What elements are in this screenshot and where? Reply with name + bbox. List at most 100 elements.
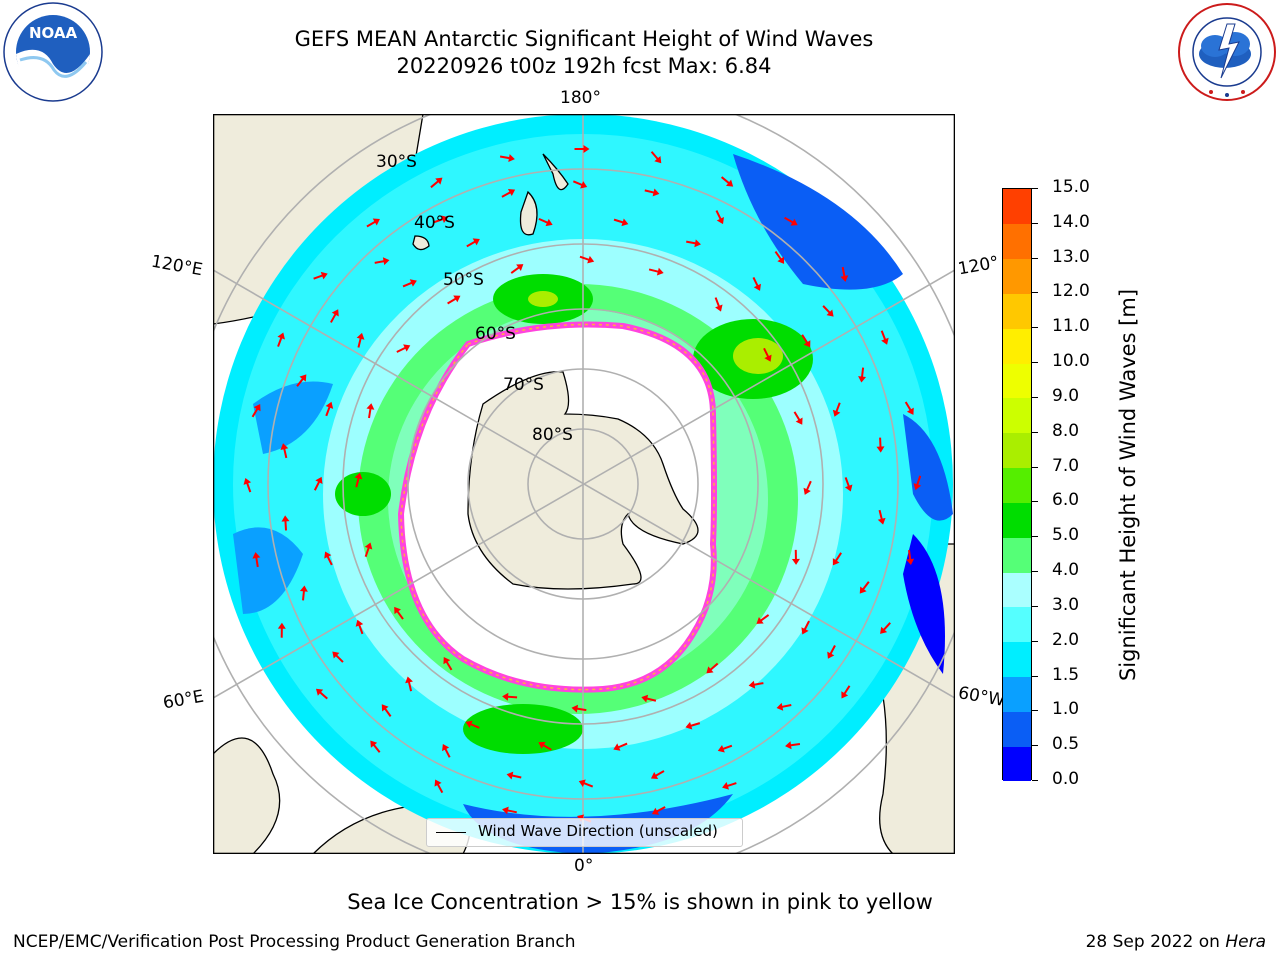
wave-direction-arrow <box>252 552 261 568</box>
wave-direction-arrow <box>763 347 772 362</box>
wave-direction-arrow <box>913 475 922 491</box>
wave-direction-arrow <box>752 276 761 291</box>
wave-direction-arrow <box>832 552 842 566</box>
wave-direction-arrow <box>880 622 891 634</box>
colorbar-segment <box>1003 711 1031 747</box>
wave-direction-arrow <box>827 645 836 659</box>
wave-direction-arrow <box>613 218 629 227</box>
colorbar-label: Significant Height of Wind Waves [m] <box>1116 288 1140 682</box>
wave-direction-arrow <box>277 622 286 638</box>
wave-direction-arrow <box>277 332 285 347</box>
wave-direction-arrow <box>251 404 261 418</box>
wave-direction-arrow <box>644 188 660 197</box>
colorbar-segment <box>1003 676 1031 712</box>
wave-direction-arrow <box>651 806 666 815</box>
wave-direction-arrow <box>859 581 870 594</box>
footer-machine: Hera <box>1225 932 1266 952</box>
wave-direction-arrow <box>841 685 851 699</box>
wave-direction-arrow <box>506 771 522 780</box>
wave-direction-arrow <box>313 476 323 491</box>
wave-direction-arrow <box>356 332 365 348</box>
wave-direction-arrow <box>434 779 444 794</box>
noaa-logo-icon: NOAA <box>3 2 103 102</box>
land-tasmania <box>412 235 430 251</box>
wave-direction-arrow <box>791 549 800 565</box>
land-africa <box>213 737 281 854</box>
colorbar-segment <box>1003 223 1031 260</box>
wave-direction-arrow <box>510 264 524 274</box>
wave-direction-arrow <box>748 680 764 689</box>
lon-label-0: 0° <box>574 856 594 876</box>
wave-direction-arrow <box>785 741 801 750</box>
colorbar <box>1002 188 1032 782</box>
wave-direction-arrow <box>538 741 552 751</box>
wave-direction-arrow <box>906 550 915 566</box>
wave-direction-arrow <box>433 215 449 224</box>
wave-direction-arrow <box>650 151 662 164</box>
wave-direction-arrow <box>281 515 290 531</box>
wave-direction-arrow <box>685 721 701 730</box>
colorbar-segment <box>1003 293 1031 329</box>
nws-logo-icon <box>1178 3 1276 101</box>
colorbar-segment <box>1003 328 1031 364</box>
chart-subtitle: 20220926 t00z 192h fcst Max: 6.84 <box>396 54 772 78</box>
wave-direction-arrow <box>803 480 812 495</box>
wave-direction-arrow <box>784 216 798 226</box>
wave-direction-arrow <box>313 271 328 280</box>
wave-direction-arrow <box>756 614 770 624</box>
legend-label: Wind Wave Direction (unscaled) <box>478 822 718 840</box>
sea-ice-note: Sea Ice Concentration > 15% is shown in … <box>347 890 933 914</box>
footer-credit: NCEP/EMC/Verification Post Processing Pr… <box>13 932 576 952</box>
wave-direction-arrow <box>904 401 914 415</box>
wave-direction-arrow <box>280 443 289 459</box>
wave-direction-arrow <box>374 257 390 266</box>
wave-direction-arrow <box>366 218 380 228</box>
wave-direction-arrow <box>880 330 889 345</box>
wave-direction-arrow <box>405 676 413 692</box>
wave-direction-arrow <box>801 334 811 348</box>
wave-direction-arrow <box>370 740 381 753</box>
wave-direction-arrow <box>366 403 375 419</box>
wave-direction-arrow <box>324 551 333 566</box>
wave-direction-arrow <box>686 239 701 248</box>
wave-direction-arrow <box>774 250 785 264</box>
colorbar-segment <box>1003 502 1031 538</box>
lat-label-70s: 70°S <box>503 375 544 395</box>
lat-label-40s: 40°S <box>414 213 455 233</box>
wave-direction-arrow <box>465 720 480 729</box>
wave-direction-arrow <box>442 743 451 758</box>
wave-direction-arrow <box>706 662 719 674</box>
wave-direction-arrow <box>571 704 587 713</box>
wave-direction-arrow <box>717 744 733 753</box>
wave-direction-arrow <box>354 472 363 488</box>
lat-label-50s: 50°S <box>443 270 484 290</box>
lat-label-60s: 60°S <box>475 324 516 344</box>
wave-direction-arrow <box>325 401 334 417</box>
lat-label-30s: 30°S <box>376 152 417 172</box>
wave-direction-arrow <box>776 702 792 711</box>
lat-label-80s: 80°S <box>532 425 573 445</box>
colorbar-segment <box>1003 746 1031 782</box>
wave-direction-arrow <box>501 189 516 198</box>
wave-direction-arrow <box>822 305 834 317</box>
wave-direction-arrow <box>650 770 665 779</box>
wave-direction-arrow <box>844 477 853 492</box>
wave-direction-arrow <box>381 704 392 717</box>
wave-direction-arrow <box>801 620 810 635</box>
lon-label-60e: 60°E <box>161 686 206 714</box>
wave-direction-arrow <box>502 806 517 815</box>
wave-direction-arrow <box>466 238 480 248</box>
colorbar-segment <box>1003 189 1031 225</box>
wave-direction-arrow <box>579 255 595 264</box>
map-panel <box>213 114 955 854</box>
wave-direction-arrow <box>578 779 594 788</box>
wave-direction-arrow <box>574 144 590 153</box>
wave-direction-arrow <box>243 477 252 493</box>
colorbar-segment <box>1003 432 1031 469</box>
wave-direction-arrow <box>641 694 657 703</box>
wave-direction-arrow <box>714 297 723 312</box>
legend-line-icon <box>436 832 466 833</box>
wave-direction-arrow <box>396 344 411 353</box>
colorbar-segment <box>1003 467 1031 503</box>
wave-direction-arrow <box>832 402 841 417</box>
